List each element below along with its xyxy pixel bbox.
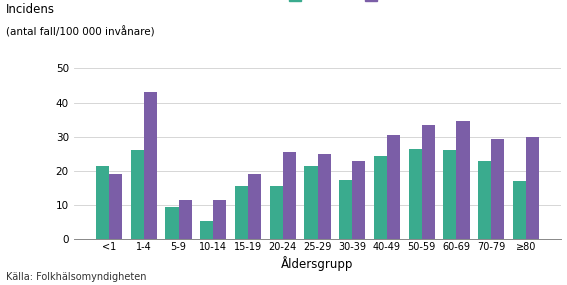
Bar bbox=[248, 174, 261, 239]
Bar bbox=[526, 137, 539, 239]
Bar bbox=[109, 174, 122, 239]
Bar bbox=[96, 166, 109, 239]
Bar bbox=[213, 200, 226, 239]
Bar bbox=[130, 150, 144, 239]
Bar bbox=[304, 166, 318, 239]
Bar bbox=[456, 121, 469, 239]
Bar bbox=[513, 181, 526, 239]
Bar bbox=[422, 125, 435, 239]
Bar bbox=[144, 92, 157, 239]
Bar bbox=[235, 186, 248, 239]
Bar bbox=[409, 149, 422, 239]
Bar bbox=[179, 200, 192, 239]
Bar bbox=[478, 161, 491, 239]
X-axis label: Åldersgrupp: Åldersgrupp bbox=[281, 256, 354, 271]
Bar bbox=[166, 207, 179, 239]
Legend: Kvinnor, Män: Kvinnor, Män bbox=[285, 0, 411, 8]
Bar bbox=[283, 152, 296, 239]
Bar bbox=[374, 156, 387, 239]
Bar bbox=[200, 221, 213, 239]
Bar bbox=[443, 150, 456, 239]
Text: (antal fall/100 000 invånare): (antal fall/100 000 invånare) bbox=[6, 26, 154, 37]
Text: Källa: Folkhälsomyndigheten: Källa: Folkhälsomyndigheten bbox=[6, 272, 146, 282]
Bar bbox=[269, 186, 283, 239]
Bar bbox=[491, 139, 505, 239]
Bar bbox=[339, 180, 352, 239]
Bar bbox=[352, 161, 366, 239]
Bar bbox=[318, 154, 331, 239]
Bar bbox=[387, 135, 400, 239]
Text: Incidens: Incidens bbox=[6, 3, 54, 16]
